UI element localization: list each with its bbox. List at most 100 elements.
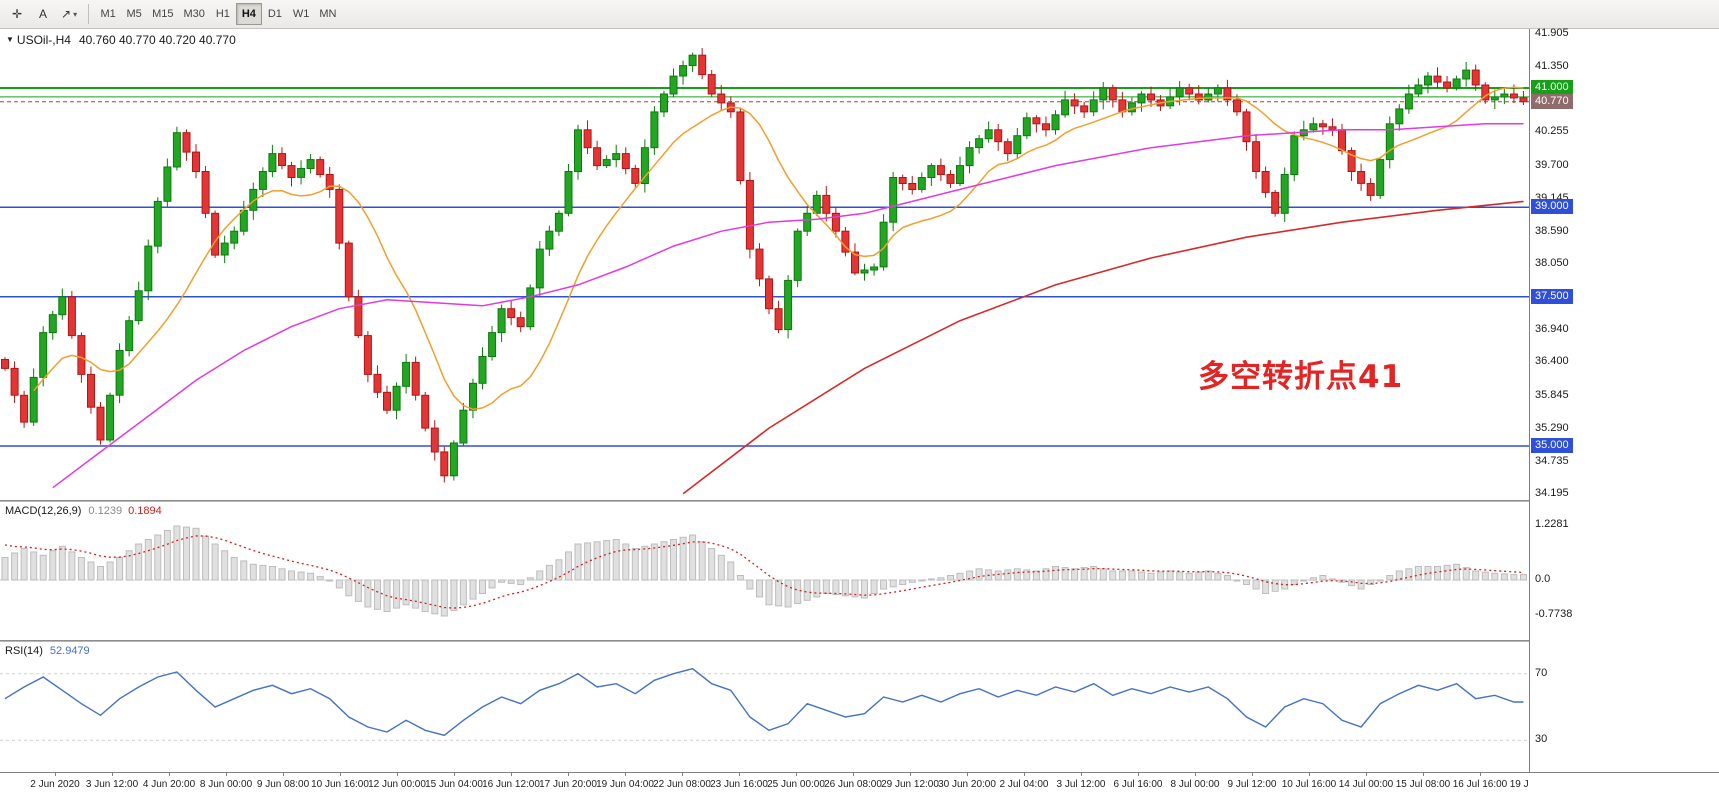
time-axis-label: 14 Jul 00:00	[1338, 779, 1394, 790]
time-axis-label: 23 Jun 16:00	[710, 779, 768, 790]
time-axis-label: 22 Jun 08:00	[653, 779, 711, 790]
time-axis-tick	[55, 773, 56, 776]
rsi-chart[interactable]	[0, 642, 1529, 772]
time-axis-label: 10 Jun 16:00	[311, 779, 369, 790]
level-price-badge: 41.000	[1531, 79, 1573, 95]
macd-name: MACD(12,26,9)	[5, 505, 82, 517]
timeframe-group: M1 M5 M15 M30 H1 H4 D1 W1 MN	[95, 3, 341, 25]
timeframe-button-m1[interactable]: M1	[95, 3, 121, 25]
timeframe-button-h4[interactable]: H4	[235, 3, 262, 25]
chart-title: ▼ USOil-,H4 40.760 40.770 40.720 40.770	[6, 33, 236, 47]
macd-pane[interactable]: MACD(12,26,9) 0.1239 0.1894	[0, 502, 1529, 640]
macd-axis-label: 1.2281	[1535, 517, 1569, 530]
time-axis-tick	[340, 773, 341, 776]
chart-symbol-label: USOil-,H4	[16, 33, 71, 47]
toolbar-separator	[88, 4, 90, 24]
timeframe-button-m30[interactable]: M30	[178, 3, 209, 25]
time-axis-tick	[169, 773, 170, 776]
timeframe-button-w1[interactable]: W1	[288, 3, 315, 25]
time-axis-tick	[1081, 773, 1082, 776]
time-axis-label: 29 Jun 12:00	[881, 779, 939, 790]
time-axis-label: 19 Jun 04:00	[596, 779, 654, 790]
price-axis-label: 36.400	[1535, 355, 1569, 368]
time-axis-label: 9 Jun 08:00	[256, 779, 310, 790]
time-axis-tick	[283, 773, 284, 776]
level-price-badge: 35.000	[1531, 437, 1573, 453]
price-axis-label: 38.050	[1535, 257, 1569, 269]
text-tool-icon: A	[38, 7, 47, 21]
arrow-icon: ↗	[61, 7, 72, 21]
time-axis-label: 4 Jun 20:00	[142, 779, 196, 790]
time-axis-tick	[226, 773, 227, 776]
time-axis-tick	[1480, 773, 1481, 776]
time-axis-tick	[1024, 773, 1025, 776]
crosshair-icon: ✛	[11, 7, 23, 21]
time-axis-tick	[910, 773, 911, 776]
price-axis-label: 35.845	[1535, 388, 1569, 401]
time-axis-label: 16 Jul 16:00	[1452, 779, 1508, 790]
time-axis-label: 25 Jun 00:00	[767, 779, 825, 790]
time-axis-tick	[1423, 773, 1424, 776]
timeframe-button-d1[interactable]: D1	[262, 3, 288, 25]
rsi-axis-label: 70	[1535, 666, 1548, 679]
price-axis-label: 35.290	[1535, 421, 1569, 434]
time-axis-tick	[739, 773, 740, 776]
text-tool-button[interactable]: A	[31, 3, 55, 25]
time-axis-label: 8 Jul 00:00	[1170, 779, 1220, 790]
level-price-badge: 37.500	[1531, 288, 1573, 304]
time-axis-tick	[511, 773, 512, 776]
time-axis-label: 9 Jul 12:00	[1227, 779, 1277, 790]
time-axis-label: 2 Jun 2020	[30, 779, 80, 790]
time-axis-label: 6 Jul 16:00	[1113, 779, 1163, 790]
time-axis-label: 12 Jun 00:00	[368, 779, 426, 790]
price-axis-label: 34.735	[1535, 454, 1569, 467]
macd-chart[interactable]	[0, 502, 1529, 640]
rsi-pane[interactable]: RSI(14) 52.9479	[0, 642, 1529, 772]
rsi-label: RSI(14) 52.9479	[5, 645, 90, 657]
time-axis-tick	[1309, 773, 1310, 776]
arrows-tool-button[interactable]: ↗ ▾	[57, 3, 81, 25]
price-axis-label: 41.350	[1535, 60, 1569, 73]
timeframe-button-h1[interactable]: H1	[210, 3, 236, 25]
candlestick-chart[interactable]	[0, 29, 1529, 500]
time-axis-labels: 2 Jun 2020 3 Jun 12:00 4 Jun 20:00 8 Jun 00…	[0, 773, 1529, 797]
time-axis-tick	[454, 773, 455, 776]
time-axis-label: 30 Jun 20:00	[938, 779, 996, 790]
time-axis-label: 8 Jun 00:00	[199, 779, 253, 790]
timeframe-button-m5[interactable]: M5	[121, 3, 147, 25]
chart-area: ▼ USOil-,H4 40.760 40.770 40.720 40.770 多空…	[0, 27, 1719, 797]
price-axis[interactable]: 41.905 41.350 40.255 39.700 39.145 38.590 38.0…	[1529, 27, 1719, 772]
time-axis-label: 19 Jul 00:00	[1509, 779, 1529, 790]
time-axis-label: 15 Jul 08:00	[1395, 779, 1451, 790]
timeframe-button-m15[interactable]: M15	[147, 3, 178, 25]
time-axis-label: 26 Jun 08:00	[824, 779, 882, 790]
time-axis-tick	[1138, 773, 1139, 776]
chevron-down-icon: ▾	[73, 9, 78, 19]
time-axis-label: 2 Jul 04:00	[999, 779, 1049, 790]
time-axis-tick	[967, 773, 968, 776]
timeframe-button-mn[interactable]: MN	[314, 3, 341, 25]
pane-divider[interactable]	[0, 500, 1719, 502]
time-axis-label: 3 Jul 12:00	[1056, 779, 1106, 790]
macd-signal-value: 0.1894	[128, 505, 162, 517]
time-axis-label: 15 Jun 04:00	[425, 779, 483, 790]
macd-axis-label: -0.7738	[1535, 607, 1573, 620]
main-chart-pane[interactable]: ▼ USOil-,H4 40.760 40.770 40.720 40.770 多空…	[0, 29, 1529, 500]
crosshair-tool-button[interactable]: ✛	[5, 3, 29, 25]
time-axis[interactable]: 2 Jun 2020 3 Jun 12:00 4 Jun 20:00 8 Jun 00…	[0, 772, 1719, 797]
rsi-value: 52.9479	[49, 645, 90, 657]
time-axis-label: 10 Jul 16:00	[1281, 779, 1337, 790]
time-axis-tick	[112, 773, 113, 776]
chart-ohlc-values: 40.760 40.770 40.720 40.770	[78, 33, 236, 47]
time-axis-tick	[1252, 773, 1253, 776]
symbol-dropdown-icon: ▼	[6, 35, 14, 44]
time-axis-tick	[625, 773, 626, 776]
pane-divider[interactable]	[0, 640, 1719, 642]
macd-axis-label: 0.0	[1535, 573, 1551, 585]
time-axis-tick	[796, 773, 797, 776]
macd-main-value: 0.1239	[88, 505, 123, 517]
rsi-axis-label: 30	[1535, 733, 1548, 746]
time-axis-tick	[682, 773, 683, 776]
time-axis-tick	[853, 773, 854, 776]
